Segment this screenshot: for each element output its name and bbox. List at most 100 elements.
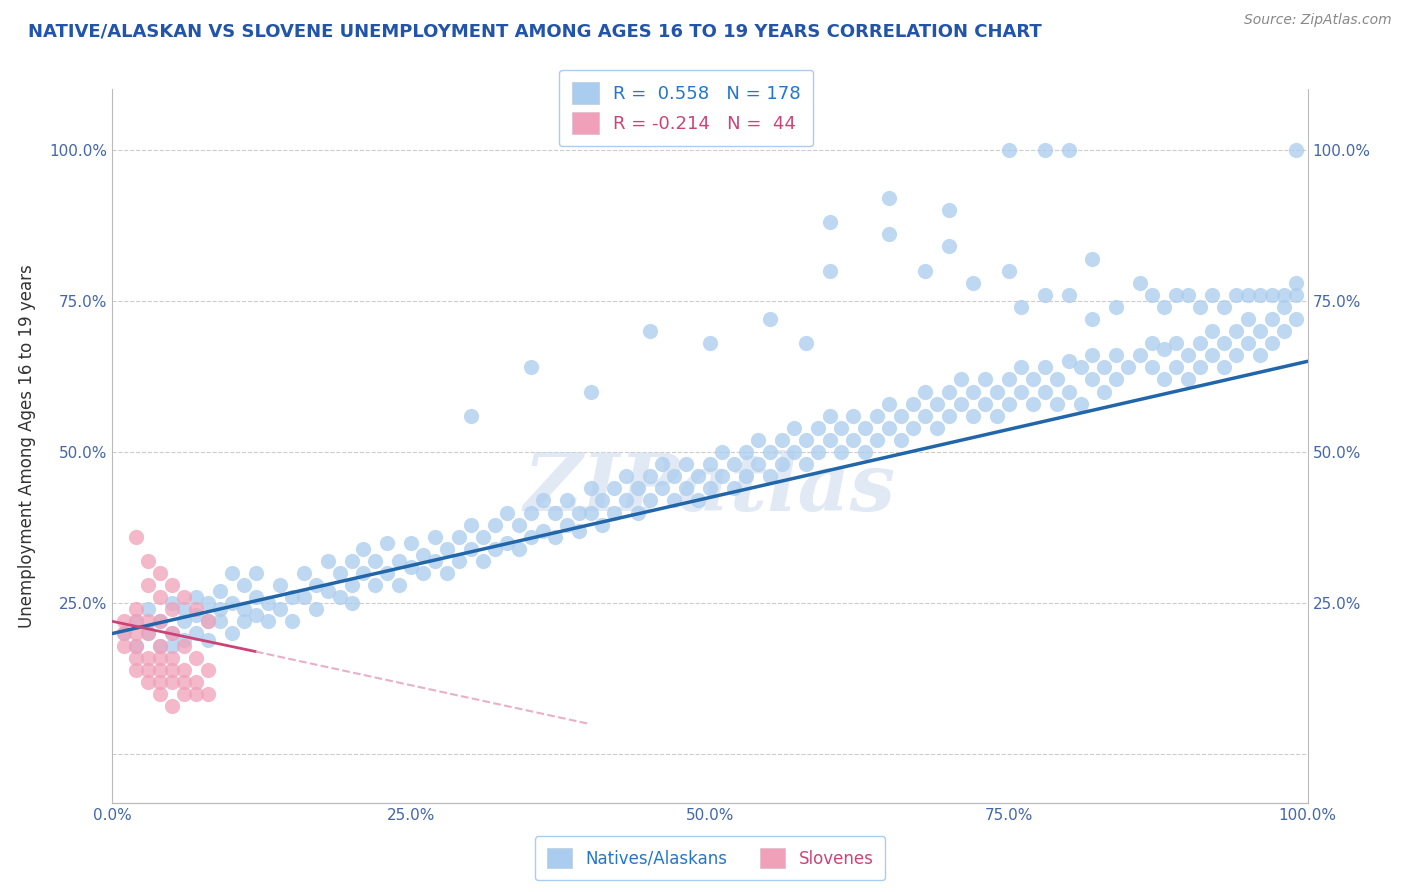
Point	[245, 608, 267, 623]
Point	[723, 457, 745, 471]
Point	[162, 650, 183, 665]
Point	[173, 602, 195, 616]
Point	[114, 626, 135, 640]
Point	[866, 409, 889, 423]
Point	[1285, 143, 1308, 157]
Point	[855, 445, 877, 459]
Point	[1189, 360, 1212, 375]
Point	[186, 626, 208, 640]
Point	[197, 596, 219, 610]
Point	[269, 578, 291, 592]
Point	[759, 469, 782, 483]
Point	[186, 602, 208, 616]
Point	[688, 493, 710, 508]
Point	[651, 457, 673, 471]
Point	[1225, 324, 1247, 338]
Point	[401, 535, 423, 549]
Point	[221, 626, 243, 640]
Point	[173, 663, 195, 677]
Point	[998, 397, 1021, 411]
Point	[186, 590, 208, 604]
Point	[640, 324, 662, 338]
Point	[1166, 360, 1188, 375]
Point	[950, 397, 973, 411]
Point	[1213, 360, 1236, 375]
Text: ZIPatlas: ZIPatlas	[524, 450, 896, 527]
Point	[305, 602, 328, 616]
Point	[855, 421, 877, 435]
Point	[1105, 348, 1128, 362]
Point	[818, 263, 841, 277]
Point	[616, 493, 638, 508]
Point	[1033, 143, 1056, 157]
Point	[173, 674, 195, 689]
Point	[484, 541, 506, 556]
Point	[914, 384, 936, 399]
Point	[699, 481, 721, 495]
Point	[496, 506, 519, 520]
Point	[162, 626, 183, 640]
Point	[531, 524, 554, 538]
Point	[425, 554, 447, 568]
Point	[664, 493, 686, 508]
Point	[412, 548, 434, 562]
Point	[640, 493, 662, 508]
Point	[1249, 324, 1271, 338]
Point	[1057, 384, 1080, 399]
Point	[436, 566, 458, 580]
Point	[340, 578, 363, 592]
Point	[197, 632, 219, 647]
Point	[579, 384, 602, 399]
Point	[1272, 300, 1295, 314]
Point	[245, 590, 267, 604]
Point	[257, 615, 280, 629]
Point	[998, 372, 1021, 386]
Point	[950, 372, 973, 386]
Point	[879, 421, 901, 435]
Point	[125, 615, 148, 629]
Point	[879, 191, 901, 205]
Point	[1010, 300, 1032, 314]
Point	[675, 457, 697, 471]
Point	[640, 469, 662, 483]
Point	[1022, 397, 1045, 411]
Point	[1033, 384, 1056, 399]
Point	[460, 409, 482, 423]
Point	[162, 626, 183, 640]
Point	[782, 445, 804, 459]
Point	[162, 602, 183, 616]
Point	[688, 469, 710, 483]
Point	[149, 615, 172, 629]
Point	[1129, 276, 1152, 290]
Point	[460, 541, 482, 556]
Point	[329, 566, 352, 580]
Point	[1249, 348, 1271, 362]
Point	[842, 409, 865, 423]
Text: NATIVE/ALASKAN VS SLOVENE UNEMPLOYMENT AMONG AGES 16 TO 19 YEARS CORRELATION CHA: NATIVE/ALASKAN VS SLOVENE UNEMPLOYMENT A…	[28, 22, 1042, 40]
Point	[1142, 288, 1164, 302]
Point	[1213, 300, 1236, 314]
Point	[592, 493, 614, 508]
Point	[1272, 288, 1295, 302]
Point	[114, 639, 135, 653]
Point	[162, 674, 183, 689]
Point	[138, 674, 160, 689]
Point	[962, 276, 984, 290]
Point	[149, 639, 172, 653]
Legend: Natives/Alaskans, Slovenes: Natives/Alaskans, Slovenes	[534, 837, 886, 880]
Point	[1033, 288, 1056, 302]
Point	[1022, 372, 1045, 386]
Point	[197, 663, 219, 677]
Point	[173, 632, 195, 647]
Point	[1213, 336, 1236, 351]
Text: Source: ZipAtlas.com: Source: ZipAtlas.com	[1244, 13, 1392, 28]
Point	[472, 530, 495, 544]
Point	[1010, 384, 1032, 399]
Point	[186, 608, 208, 623]
Point	[807, 421, 830, 435]
Point	[484, 517, 506, 532]
Point	[962, 409, 984, 423]
Point	[162, 578, 183, 592]
Point	[1142, 336, 1164, 351]
Point	[890, 409, 912, 423]
